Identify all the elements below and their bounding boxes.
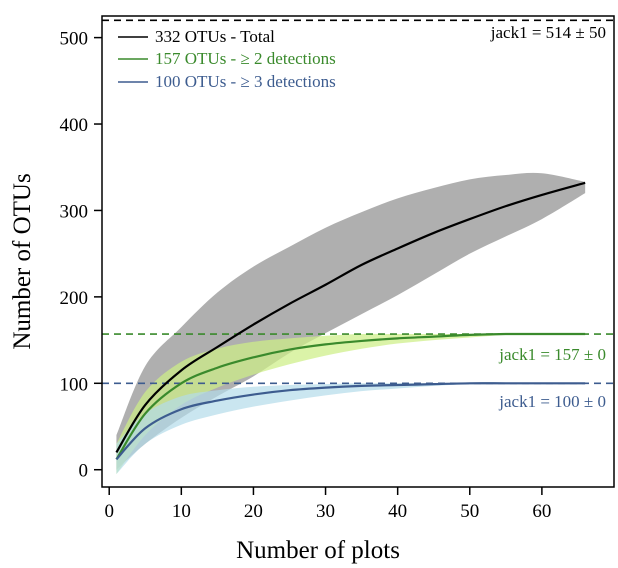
- series-line-100-otus-3-detections: [115, 382, 586, 461]
- y-tick-label: 400: [60, 115, 89, 136]
- band-332-otus-total: [116, 172, 586, 470]
- x-tick-label: 20: [244, 501, 263, 522]
- series-line-332-otus-total: [115, 181, 586, 454]
- jack1-annotation-3: jack1 = 100 ± 0: [498, 392, 606, 411]
- series-line-157-otus-2-detections: [115, 332, 586, 460]
- y-tick-label: 100: [60, 374, 89, 395]
- plot-frame: [101, 15, 615, 488]
- x-axis-title: Number of plots: [236, 537, 400, 564]
- legend: 332 OTUs - Total 157 OTUs - ≥ 2 detection…: [118, 27, 336, 91]
- series-lines: [115, 181, 586, 461]
- band-100-otus-3-detections: [116, 383, 586, 475]
- x-tick-label: 50: [460, 501, 479, 522]
- x-tick-label: 60: [532, 501, 551, 522]
- reference-annotations: jack1 = 514 ± 50 jack1 = 157 ± 0 jack1 = 1…: [490, 23, 606, 411]
- y-tick-label: 200: [60, 288, 89, 309]
- jack1-annotation-2: jack1 = 157 ± 0: [498, 345, 606, 364]
- legend-label: 157 OTUs - ≥ 2 detections: [155, 49, 336, 68]
- legend-label: 332 OTUs - Total: [155, 27, 275, 46]
- y-tick-label: 500: [60, 29, 89, 50]
- y-axis-ticks: 0 100 200 300 400 500: [60, 29, 102, 482]
- legend-label: 100 OTUs - ≥ 3 detections: [155, 72, 336, 91]
- y-tick-label: 300: [60, 201, 89, 222]
- x-tick-label: 10: [172, 501, 191, 522]
- band-157-otus-2-detections: [116, 333, 586, 475]
- jack1-annotation-1: jack1 = 514 ± 50: [490, 23, 606, 42]
- x-tick-label: 0: [104, 501, 114, 522]
- y-axis-title: Number of OTUs: [9, 173, 36, 349]
- x-axis-ticks: 0 10 20 30 40 50 60: [104, 487, 551, 522]
- x-tick-label: 30: [316, 501, 335, 522]
- y-tick-label: 0: [79, 461, 89, 482]
- x-tick-label: 40: [388, 501, 407, 522]
- confidence-bands: [116, 172, 586, 475]
